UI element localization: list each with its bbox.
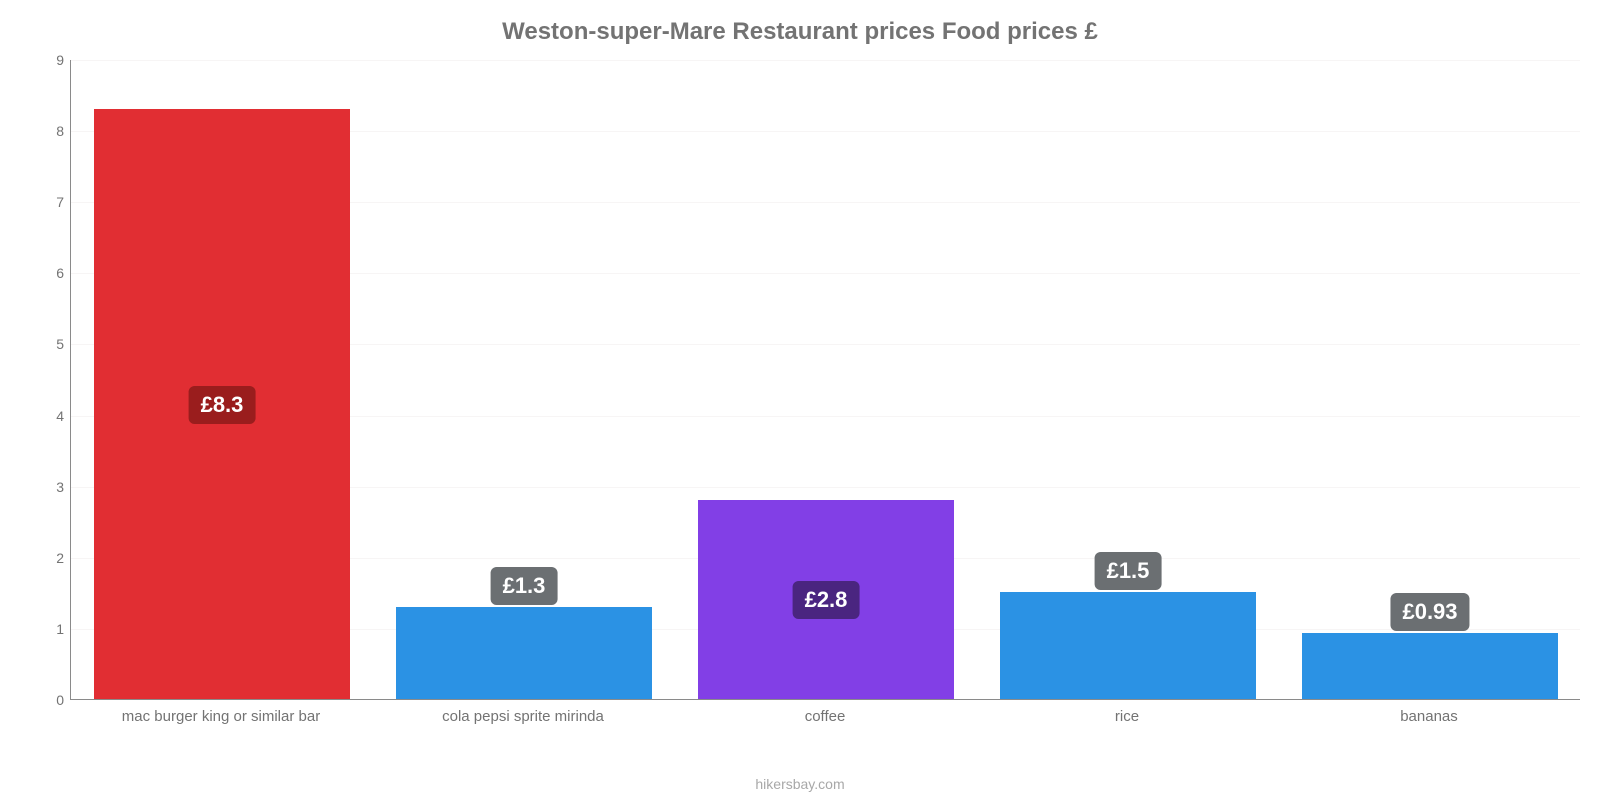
bar-value-label: £0.93 — [1390, 593, 1469, 631]
bar-value-label: £1.3 — [491, 567, 558, 605]
ytick-label: 4 — [40, 408, 64, 424]
ytick-label: 9 — [40, 52, 64, 68]
ytick-label: 2 — [40, 550, 64, 566]
bar — [1302, 633, 1559, 699]
chart-container: £8.3£1.3£2.8£1.5£0.93 0123456789mac burg… — [40, 60, 1580, 740]
xtick-label: bananas — [1400, 708, 1458, 725]
ytick-label: 5 — [40, 336, 64, 352]
xtick-label: cola pepsi sprite mirinda — [442, 708, 604, 725]
bar-value-label: £2.8 — [793, 581, 860, 619]
bar — [1000, 592, 1257, 699]
bar — [396, 607, 653, 699]
attribution-text: hikersbay.com — [755, 776, 844, 792]
xtick-label: rice — [1115, 708, 1139, 725]
xtick-label: mac burger king or similar bar — [122, 708, 320, 725]
gridline — [71, 60, 1580, 61]
xtick-label: coffee — [805, 708, 846, 725]
ytick-label: 1 — [40, 621, 64, 637]
ytick-label: 8 — [40, 123, 64, 139]
bar-value-label: £8.3 — [189, 386, 256, 424]
ytick-label: 0 — [40, 692, 64, 708]
chart-title: Weston-super-Mare Restaurant prices Food… — [0, 0, 1600, 46]
ytick-label: 3 — [40, 479, 64, 495]
plot-area: £8.3 £1.3 £2.8 £1.5 £0.93 — [70, 60, 1580, 700]
bar-value-label: £1.5 — [1095, 552, 1162, 590]
ytick-label: 6 — [40, 265, 64, 281]
ytick-label: 7 — [40, 194, 64, 210]
